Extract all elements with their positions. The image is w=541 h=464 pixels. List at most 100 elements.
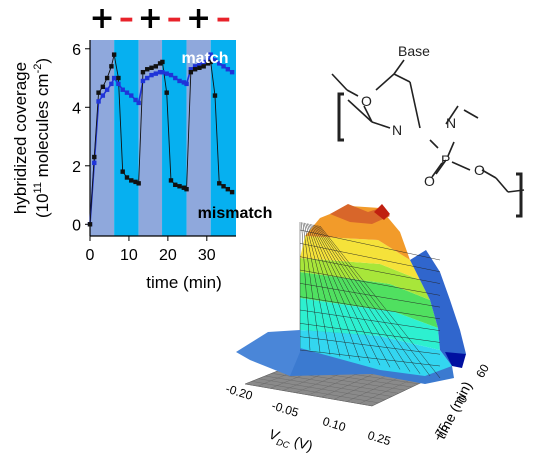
mismatch-point	[96, 90, 101, 95]
mesh-line	[309, 223, 371, 364]
match-point	[208, 52, 213, 57]
potential-sign-3: +	[138, 1, 163, 36]
match-point	[160, 69, 165, 75]
phosphorus: P	[441, 152, 450, 168]
mesh-line	[308, 223, 361, 361]
match-point	[133, 97, 138, 103]
mismatch-point	[181, 185, 187, 190]
x-tick-labels: 0 10 20 30	[86, 236, 216, 264]
ring-oxygen: O	[361, 93, 372, 109]
double-bond-oxygen: O	[424, 173, 435, 189]
potential-signs: + – + – + –	[89, 1, 230, 36]
mismatch-point	[109, 64, 114, 69]
mesh-line	[305, 223, 341, 357]
match-point	[225, 67, 231, 72]
surface-x-tick: 0.10	[321, 414, 348, 434]
match-point	[205, 58, 211, 63]
mismatch-point	[225, 186, 231, 192]
match-point	[109, 81, 114, 87]
potential-band-1	[90, 40, 115, 236]
y-label-exp1: 11	[32, 182, 44, 193]
vdc-sub: DC	[275, 437, 291, 451]
potential-sign-2: –	[119, 1, 134, 36]
bond	[495, 177, 509, 193]
surface-y-tick: 60	[473, 361, 492, 380]
mesh-line	[304, 222, 331, 355]
match-point	[164, 71, 169, 76]
surface-mesh	[299, 222, 441, 379]
mesh-line	[299, 309, 441, 331]
surface-x-ticks: -0.20-0.050.100.25	[224, 381, 393, 448]
surface-plot: -0.20-0.050.100.25 600-75 VDC (V) time (…	[224, 204, 492, 454]
surface-band-lime	[300, 258, 430, 300]
match-point	[140, 78, 146, 84]
vdc-unit: (V)	[288, 432, 314, 454]
mesh-line	[299, 243, 441, 272]
match-point	[221, 64, 226, 69]
mismatch-point	[201, 64, 206, 69]
surface-x-tick: 0.25	[366, 428, 393, 448]
mismatch-point	[140, 69, 146, 75]
match-point	[120, 87, 125, 92]
mismatch-point	[192, 67, 198, 72]
match-point	[157, 69, 163, 75]
y-axis-label-line1: hybridized coverage	[11, 62, 30, 214]
mismatch-point	[164, 90, 169, 95]
mismatch-point	[87, 222, 93, 227]
match-point	[136, 100, 141, 106]
match-point	[197, 61, 202, 66]
bond	[346, 89, 359, 97]
surface-flat-region	[236, 330, 300, 376]
mismatch-point	[149, 65, 154, 70]
mismatch-point	[124, 175, 130, 180]
x-tick-label: 30	[198, 247, 216, 264]
bond	[481, 169, 497, 179]
match-point	[104, 87, 110, 92]
mesh-line	[299, 283, 441, 308]
match-point	[153, 71, 158, 76]
mismatch-point	[136, 181, 141, 186]
y-axis-label: hybridized coverage (1011 molecules cm-2…	[11, 58, 52, 218]
bond	[463, 109, 479, 119]
match-point	[100, 93, 106, 98]
match-point	[116, 81, 121, 87]
bond-to-base	[393, 59, 405, 75]
mismatch-point	[153, 64, 158, 69]
mismatch-point	[100, 84, 106, 90]
potential-band-3	[138, 40, 163, 236]
bond	[451, 161, 471, 171]
y-label-exp2: -2	[32, 64, 44, 74]
bond	[447, 141, 455, 157]
potential-sign-5: +	[186, 1, 211, 36]
y-tick-labels: 0 2 4 6	[72, 42, 90, 234]
mismatch-point	[205, 61, 211, 66]
mismatch-point	[188, 69, 194, 75]
mismatch-point	[145, 67, 150, 72]
match-point	[229, 69, 235, 75]
mesh-line	[299, 256, 441, 284]
amine-nitrogen: N	[446, 115, 456, 131]
y-tick-label: 2	[72, 159, 81, 176]
mismatch-point	[173, 182, 178, 188]
match-point	[181, 80, 187, 85]
mesh-line	[299, 336, 441, 355]
potential-band-2	[114, 40, 139, 236]
ring-nitrogen: N	[392, 122, 402, 138]
bond	[331, 73, 348, 91]
bond	[431, 162, 443, 178]
x-tick-label: 0	[86, 247, 95, 264]
match-point	[124, 90, 130, 95]
y-tick-label: 0	[72, 217, 81, 234]
bond	[445, 105, 459, 125]
mismatch-point	[111, 52, 117, 57]
bond	[429, 139, 439, 149]
match-point	[188, 67, 194, 72]
y-tick-label: 4	[72, 100, 81, 117]
surface-y-label-text: time (min)	[432, 379, 475, 442]
mesh-line	[299, 349, 441, 367]
mismatch-point	[116, 75, 121, 81]
mismatch-point	[160, 59, 165, 65]
y-axis-label-line2: (1011 molecules cm-2)	[32, 58, 52, 218]
